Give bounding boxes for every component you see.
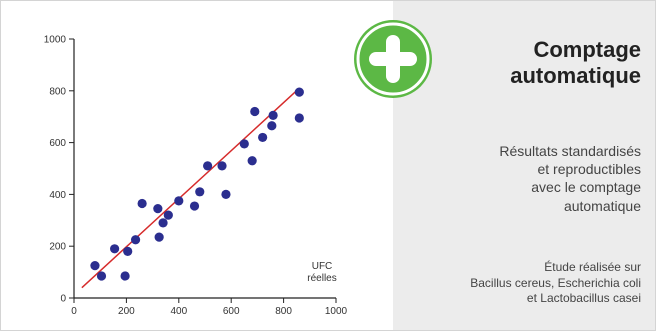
panel-title: Comptage automatique (441, 37, 641, 90)
panel-title-line: Comptage (533, 37, 641, 62)
x-tick-label: 200 (118, 306, 135, 317)
data-point (217, 161, 227, 171)
y-tick-label: 600 (49, 138, 66, 149)
data-point (221, 189, 231, 199)
x-axis-label: UFC réelles (307, 261, 336, 284)
description-line: et reproductibles (537, 161, 641, 178)
text-panel (393, 1, 655, 330)
x-tick-label: 400 (170, 306, 187, 317)
regression-line (81, 87, 300, 289)
note-line: Étude réalisée sur (544, 260, 641, 274)
data-point (120, 271, 130, 281)
note-line: Bacillus cereus, Escherichia coli (470, 275, 641, 290)
data-point (123, 246, 133, 256)
description-line: avec le comptage (531, 179, 641, 196)
description-line: automatique (563, 197, 641, 214)
data-point (239, 139, 249, 149)
y-tick-label: 800 (49, 86, 66, 97)
y-tick-label: 0 (60, 294, 66, 305)
y-tick-label: 200 (49, 242, 66, 253)
data-point (154, 232, 164, 242)
panel-description: Résultats standardisés et reproductibles… (411, 142, 641, 215)
x-axis-label-line: réelles (307, 273, 336, 284)
data-point (267, 121, 277, 131)
data-point (137, 198, 147, 209)
x-tick-label: 800 (275, 306, 292, 317)
plus-icon (354, 20, 432, 98)
data-point (247, 156, 257, 166)
y-tick-label: 400 (49, 190, 66, 201)
data-point (294, 113, 304, 123)
data-point (174, 196, 184, 206)
description-line: Résultats standardisés (499, 143, 641, 159)
data-point (195, 187, 205, 197)
data-point (268, 110, 278, 121)
data-point (294, 87, 304, 97)
data-point (90, 261, 100, 271)
data-point (158, 218, 168, 228)
data-point (163, 210, 173, 220)
data-point (130, 235, 141, 245)
data-point (110, 244, 120, 254)
x-tick-label: 1000 (325, 306, 348, 317)
x-axis: 0 200 400 600 800 1000 (71, 297, 348, 317)
scatter-chart: 0 200 400 600 800 1000 0 200 400 600 800 1000 UFC r… (44, 35, 348, 318)
study-note: Étude réalisée sur Bacillus cereus, Esch… (401, 260, 641, 307)
data-point (189, 201, 200, 211)
x-tick-label: 600 (223, 306, 240, 317)
data-point (258, 132, 268, 143)
panel-title-line: automatique (510, 63, 641, 89)
y-tick-label: 1000 (44, 35, 67, 46)
data-point (203, 161, 213, 171)
note-line: et Lactobacillus casei (526, 291, 641, 306)
x-tick-label: 0 (71, 306, 77, 317)
data-point (96, 271, 107, 281)
data-point (153, 204, 163, 214)
y-axis: 0 200 400 600 800 1000 (44, 35, 75, 305)
data-point (250, 106, 260, 117)
x-axis-label-line: UFC (312, 261, 333, 272)
